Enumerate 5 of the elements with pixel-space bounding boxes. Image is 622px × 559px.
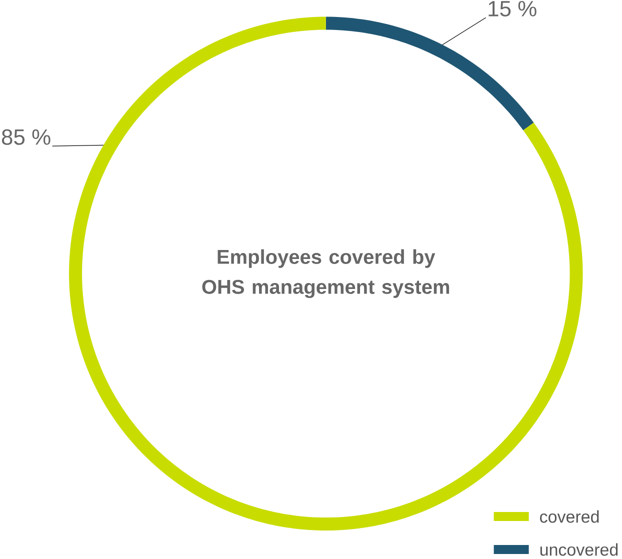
text: Employees covered by OHS management system [202,249,450,298]
legend-label: uncovered [540,543,618,556]
data-label: 15 % [488,0,536,16]
data-label: 85 % [2,129,50,145]
legend-label: covered [540,510,599,523]
